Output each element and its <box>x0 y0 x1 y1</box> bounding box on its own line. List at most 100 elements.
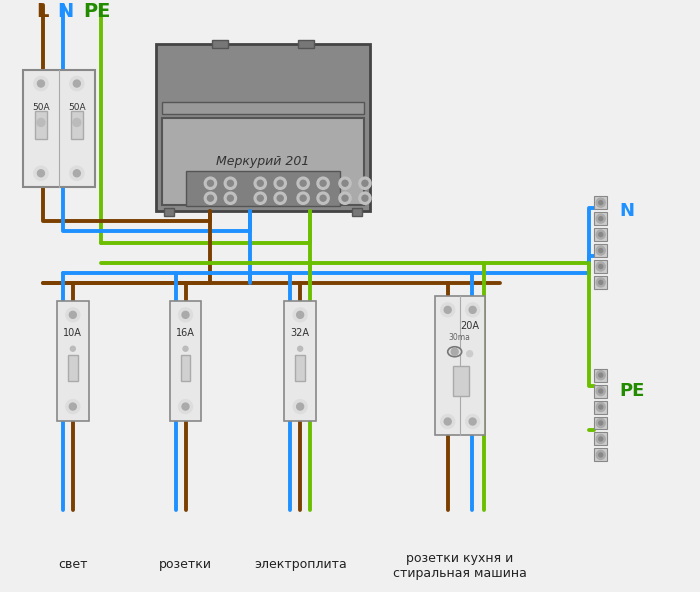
Circle shape <box>596 451 606 459</box>
Bar <box>181 355 190 381</box>
Circle shape <box>452 348 458 355</box>
Circle shape <box>69 311 76 318</box>
Circle shape <box>596 419 606 427</box>
Circle shape <box>339 192 351 204</box>
Circle shape <box>317 177 329 189</box>
Circle shape <box>362 195 368 201</box>
Text: розетки: розетки <box>159 558 212 571</box>
Circle shape <box>342 180 348 186</box>
Circle shape <box>598 201 603 205</box>
Circle shape <box>598 421 603 425</box>
Bar <box>295 355 305 381</box>
Circle shape <box>293 400 307 414</box>
Circle shape <box>320 180 326 186</box>
Circle shape <box>339 177 351 189</box>
Text: 20A: 20A <box>460 321 479 331</box>
Bar <box>594 433 607 445</box>
Bar <box>594 228 607 241</box>
Circle shape <box>598 405 603 409</box>
Circle shape <box>178 308 192 322</box>
Circle shape <box>300 180 306 186</box>
Bar <box>594 369 607 382</box>
Bar <box>594 260 607 273</box>
Circle shape <box>274 177 286 189</box>
Bar <box>57 301 89 420</box>
Text: 10A: 10A <box>64 328 83 338</box>
Bar <box>298 40 314 48</box>
Circle shape <box>317 192 329 204</box>
Text: Меркурий 201: Меркурий 201 <box>216 155 309 168</box>
Circle shape <box>598 453 603 457</box>
Circle shape <box>69 403 76 410</box>
Circle shape <box>298 177 309 189</box>
Circle shape <box>596 198 606 207</box>
Circle shape <box>38 170 44 177</box>
Circle shape <box>71 346 76 351</box>
Bar <box>35 111 47 139</box>
Circle shape <box>359 177 371 189</box>
Text: свет: свет <box>58 558 88 571</box>
Circle shape <box>297 403 304 410</box>
Circle shape <box>178 400 192 414</box>
Circle shape <box>204 177 216 189</box>
Circle shape <box>183 346 188 351</box>
Text: L: L <box>36 2 49 21</box>
Circle shape <box>596 246 606 255</box>
Circle shape <box>228 195 233 201</box>
Circle shape <box>207 195 214 201</box>
Circle shape <box>70 76 84 91</box>
Circle shape <box>598 389 603 393</box>
Bar <box>594 385 607 398</box>
Circle shape <box>277 195 284 201</box>
Bar <box>453 366 468 395</box>
Bar <box>169 301 202 420</box>
Circle shape <box>182 403 189 410</box>
Circle shape <box>297 311 304 318</box>
Circle shape <box>359 192 371 204</box>
Circle shape <box>298 346 302 351</box>
Bar <box>594 276 607 289</box>
Circle shape <box>596 403 606 411</box>
Circle shape <box>254 192 266 204</box>
Text: N: N <box>57 2 74 21</box>
Circle shape <box>441 303 455 317</box>
Text: 50A: 50A <box>32 103 50 112</box>
Bar <box>284 301 316 420</box>
Circle shape <box>34 166 48 180</box>
Bar <box>594 417 607 429</box>
Bar <box>594 196 607 209</box>
Circle shape <box>258 195 263 201</box>
Bar <box>186 171 340 206</box>
Bar <box>68 355 78 381</box>
Circle shape <box>204 192 216 204</box>
Circle shape <box>598 281 603 284</box>
Circle shape <box>596 387 606 395</box>
Text: N: N <box>620 202 634 220</box>
Circle shape <box>598 265 603 269</box>
Circle shape <box>466 414 480 429</box>
Circle shape <box>254 177 266 189</box>
Text: 32A: 32A <box>290 328 309 338</box>
Text: электроплита: электроплита <box>254 558 346 571</box>
Circle shape <box>277 180 284 186</box>
Circle shape <box>274 192 286 204</box>
Bar <box>212 40 228 48</box>
Circle shape <box>596 262 606 271</box>
Circle shape <box>74 170 80 177</box>
Bar <box>162 102 364 114</box>
Text: розетки кухня и
стиральная машина: розетки кухня и стиральная машина <box>393 552 526 580</box>
Circle shape <box>73 118 80 127</box>
Circle shape <box>467 350 473 357</box>
Text: 50A: 50A <box>68 103 85 112</box>
Bar <box>435 296 484 436</box>
Circle shape <box>66 400 80 414</box>
Text: 30ma: 30ma <box>449 333 470 342</box>
Circle shape <box>362 180 368 186</box>
Bar <box>594 401 607 414</box>
Circle shape <box>598 233 603 237</box>
Circle shape <box>70 166 84 180</box>
Circle shape <box>228 180 233 186</box>
Text: PE: PE <box>83 2 111 21</box>
Text: PE: PE <box>620 382 645 400</box>
Circle shape <box>300 195 306 201</box>
